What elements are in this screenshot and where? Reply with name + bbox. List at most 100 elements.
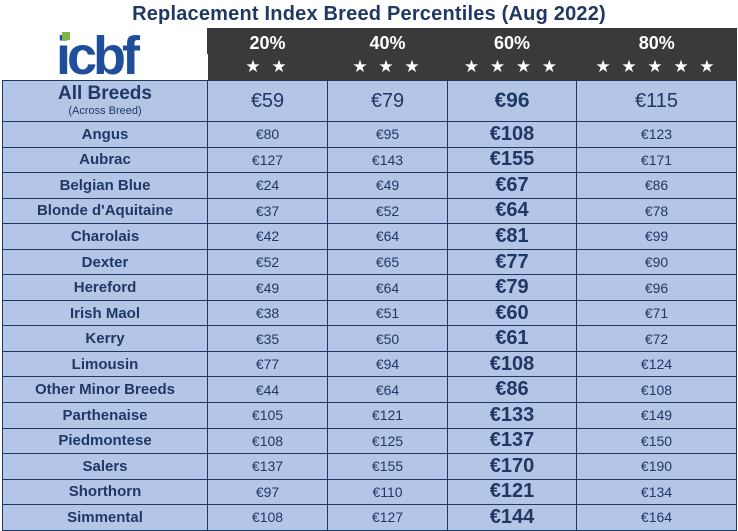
breed-name: Belgian Blue xyxy=(2,172,208,199)
value-cell: €49 xyxy=(327,172,448,199)
breed-name: Salers xyxy=(2,453,208,480)
value-cell: €190 xyxy=(576,453,737,480)
breed-row: Blonde d'Aquitaine €37 €52 €64 €78 xyxy=(2,197,737,225)
breed-row: Salers €137 €155 €170 €190 xyxy=(2,453,737,480)
logo-text: icbf xyxy=(56,26,141,84)
value-cell: €99 xyxy=(576,223,737,250)
all-breeds-row: All Breeds (Across Breed) €59 €79 €96 €1… xyxy=(2,80,737,122)
breed-name: Kerry xyxy=(2,325,208,352)
value-cell: €108 xyxy=(447,121,577,148)
logo-cell xyxy=(2,28,208,81)
value-cell: €115 xyxy=(576,80,737,122)
value-cell: €97 xyxy=(207,478,328,506)
value-cell: €65 xyxy=(327,248,448,276)
breed-row: Irish Maol €38 €51 €60 €71 xyxy=(2,299,737,327)
breed-name: Limousin xyxy=(2,350,208,378)
breed-name: Piedmontese xyxy=(2,427,208,455)
value-cell: €67 xyxy=(447,172,577,199)
value-cell: €50 xyxy=(327,325,448,352)
value-cell: €59 xyxy=(207,80,328,122)
logo-dot-icon xyxy=(62,32,70,40)
value-cell: €134 xyxy=(576,478,737,506)
breed-name: Charolais xyxy=(2,223,208,250)
breed-row: Aubrac €127 €143 €155 €171 xyxy=(2,146,737,174)
value-cell: €64 xyxy=(447,197,577,225)
breed-row: Parthenaise €105 €121 €133 €149 xyxy=(2,402,737,429)
value-cell: €38 xyxy=(207,299,328,327)
value-cell: €96 xyxy=(576,274,737,301)
value-cell: €71 xyxy=(576,299,737,327)
value-cell: €49 xyxy=(207,274,328,301)
value-cell: €155 xyxy=(447,146,577,174)
value-cell: €143 xyxy=(327,146,448,174)
value-cell: €42 xyxy=(207,223,328,250)
breed-name: Shorthorn xyxy=(2,478,208,506)
value-cell: €44 xyxy=(207,376,328,404)
breed-row: Hereford €49 €64 €79 €96 xyxy=(2,274,737,301)
breed-name: Irish Maol xyxy=(2,299,208,327)
header-percentile: 60% xyxy=(447,28,577,54)
value-cell: €110 xyxy=(327,478,448,506)
stars-row: ★ ★ ★ ★ ★ ★ ★ ★ ★ ★ ★ ★ ★ ★ xyxy=(3,54,737,81)
breed-row: Charolais €42 €64 €81 €99 xyxy=(2,223,737,250)
value-cell: €79 xyxy=(447,274,577,301)
breed-row: Other Minor Breeds €44 €64 €86 €108 xyxy=(2,376,737,404)
value-cell: €121 xyxy=(447,478,577,506)
all-breeds-sublabel: (Across Breed) xyxy=(68,105,142,117)
value-cell: €24 xyxy=(207,172,328,199)
value-cell: €108 xyxy=(447,350,577,378)
header-row: 20% 40% 60% 80% xyxy=(2,28,737,81)
value-cell: €37 xyxy=(207,197,328,225)
value-cell: €124 xyxy=(576,350,737,378)
header-percentile: 20% xyxy=(207,28,328,54)
value-cell: €150 xyxy=(576,427,737,455)
value-cell: €86 xyxy=(447,376,577,404)
value-cell: €137 xyxy=(207,453,328,480)
breed-name: Angus xyxy=(2,121,208,148)
value-cell: €121 xyxy=(327,402,448,429)
value-cell: €60 xyxy=(447,299,577,327)
breed-name: Other Minor Breeds xyxy=(2,376,208,404)
value-cell: €155 xyxy=(327,453,448,480)
value-cell: €81 xyxy=(447,223,577,250)
star-rating: ★ ★ ★ ★ ★ xyxy=(576,54,737,81)
header-percentile: 80% xyxy=(576,28,737,54)
value-cell: €108 xyxy=(207,427,328,455)
value-cell: €149 xyxy=(576,402,737,429)
all-breeds-label: All Breeds xyxy=(58,83,152,104)
value-cell: €77 xyxy=(447,248,577,276)
breed-row: Simmental €108 €127 €144 €164 xyxy=(2,504,737,531)
value-cell: €86 xyxy=(576,172,737,199)
value-cell: €64 xyxy=(327,223,448,250)
all-breeds-cell: All Breeds (Across Breed) xyxy=(2,80,208,122)
header-percentile: 40% xyxy=(327,28,448,54)
value-cell: €52 xyxy=(207,248,328,276)
breed-row: Kerry €35 €50 €61 €72 xyxy=(2,325,737,352)
value-cell: €80 xyxy=(207,121,328,148)
value-cell: €105 xyxy=(207,402,328,429)
value-cell: €108 xyxy=(207,504,328,531)
breed-row: Belgian Blue €24 €49 €67 €86 xyxy=(2,172,737,199)
value-cell: €133 xyxy=(447,402,577,429)
value-cell: €77 xyxy=(207,350,328,378)
value-cell: €96 xyxy=(447,80,577,122)
value-cell: €35 xyxy=(207,325,328,352)
value-cell: €164 xyxy=(576,504,737,531)
value-cell: €127 xyxy=(207,146,328,174)
breed-name: Dexter xyxy=(2,248,208,276)
value-cell: €95 xyxy=(327,121,448,148)
breed-row: Limousin €77 €94 €108 €124 xyxy=(2,350,737,378)
breed-row: Angus €80 €95 €108 €123 xyxy=(2,121,737,148)
breed-row: Piedmontese €108 €125 €137 €150 xyxy=(2,427,737,455)
icbf-logo: icbf xyxy=(52,24,202,84)
value-cell: €64 xyxy=(327,376,448,404)
star-rating: ★ ★ xyxy=(207,54,328,81)
value-cell: €125 xyxy=(327,427,448,455)
page-title: Replacement Index Breed Percentiles (Aug… xyxy=(132,3,606,25)
icbf-logo-icon: icbf xyxy=(56,26,145,84)
value-cell: €123 xyxy=(576,121,737,148)
value-cell: €90 xyxy=(576,248,737,276)
breed-name: Hereford xyxy=(2,274,208,301)
value-cell: €64 xyxy=(327,274,448,301)
